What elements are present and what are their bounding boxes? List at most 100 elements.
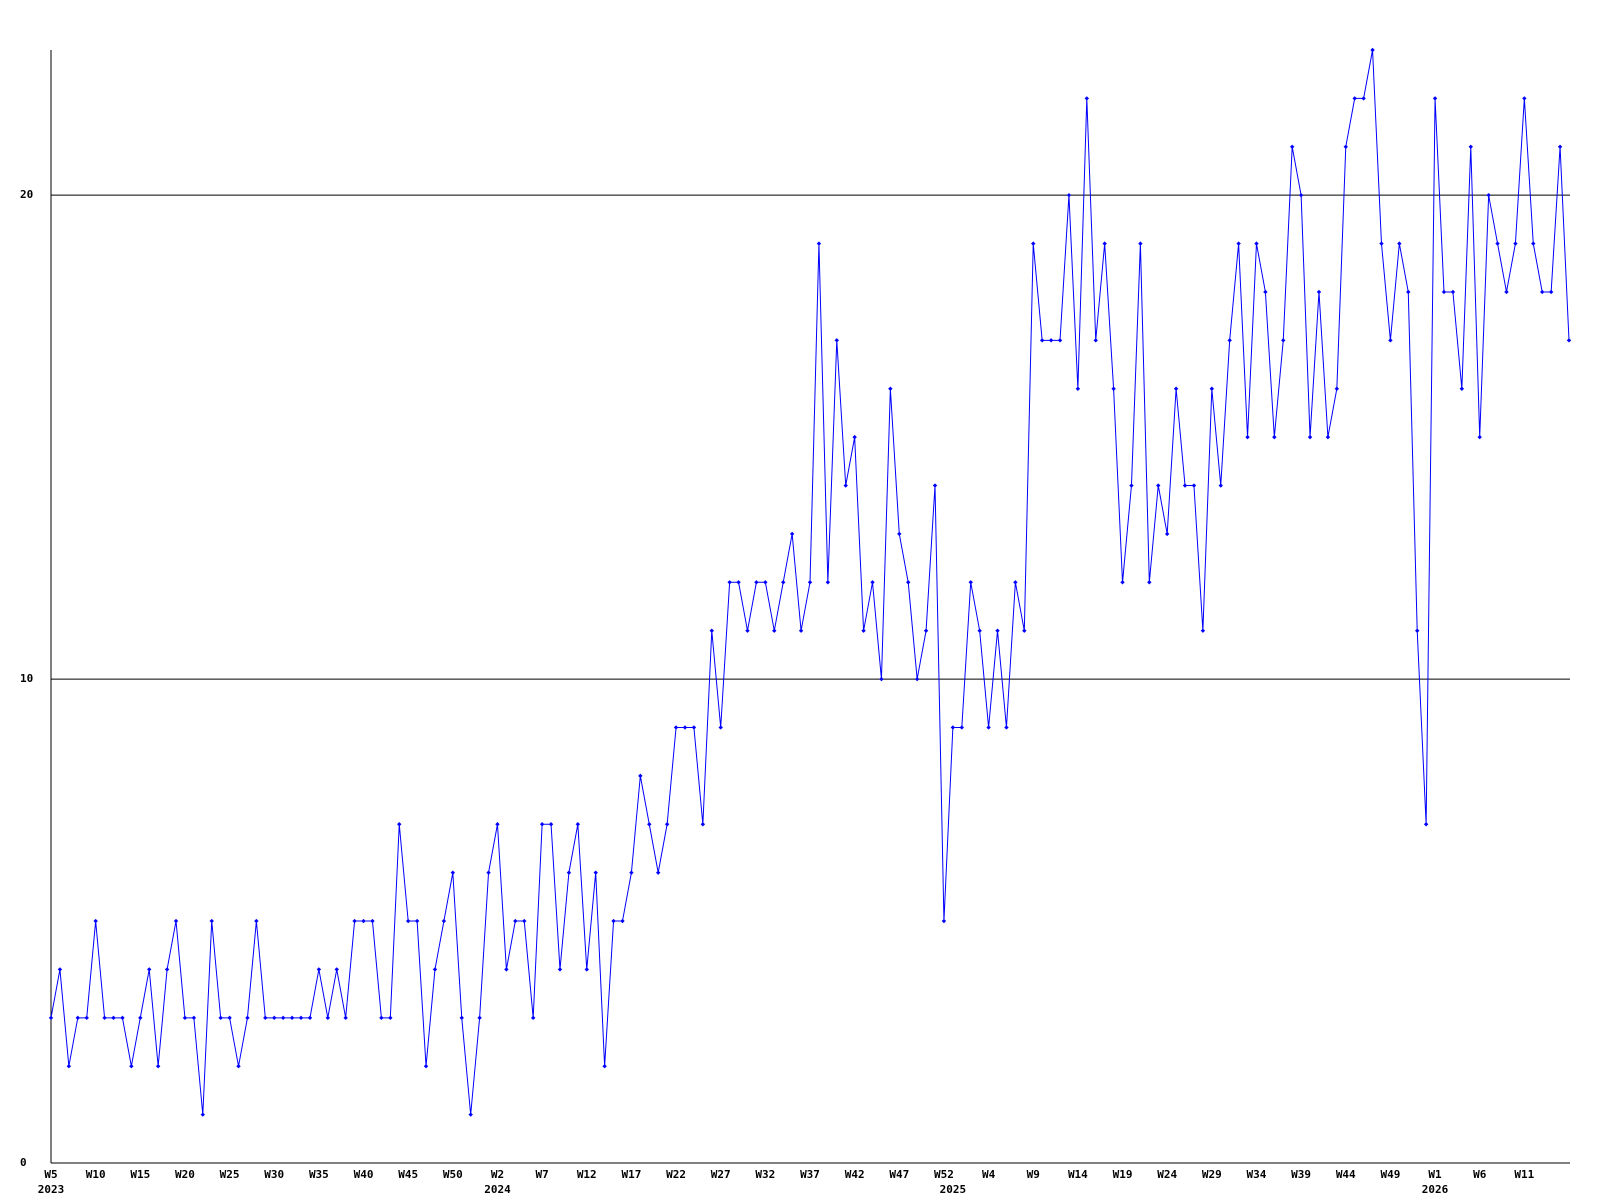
data-point (1557, 144, 1563, 149)
data-point (111, 1015, 116, 1021)
data-point (932, 483, 938, 488)
data-point (548, 822, 554, 827)
data-point (1218, 483, 1223, 488)
data-point (1129, 483, 1134, 488)
data-point (700, 822, 706, 827)
data-point (379, 1015, 384, 1021)
data-point (861, 628, 866, 633)
data-point (1281, 338, 1286, 343)
data-point (1272, 434, 1277, 440)
data-point (745, 628, 750, 633)
x-tick-label: W9 (1027, 1168, 1040, 1181)
data-point (1406, 289, 1411, 295)
x-tick-label: W22 (666, 1168, 686, 1181)
data-point (280, 1015, 286, 1021)
data-point (656, 870, 661, 875)
data-point (1307, 434, 1313, 440)
x-tick-label: W4 (982, 1168, 996, 1181)
x-tick-label: W34 (1247, 1168, 1267, 1181)
data-point (1066, 192, 1072, 198)
data-point (1227, 338, 1232, 343)
x-tick-label: W7 (535, 1168, 548, 1181)
data-point (263, 1015, 268, 1021)
data-point (272, 1015, 277, 1021)
data-point (1039, 338, 1045, 343)
x-tick-label: W37 (800, 1168, 820, 1181)
x-tick-label: W24 (1157, 1168, 1177, 1181)
data-point (843, 483, 848, 488)
x-tick-label: W50 (443, 1168, 463, 1181)
data-point (727, 580, 732, 585)
data-point (834, 338, 839, 343)
y-tick-label: 20 (20, 188, 33, 201)
data-point (620, 918, 625, 924)
data-point (1138, 241, 1143, 246)
x-year-label: 2024 (484, 1183, 511, 1196)
x-year-label: 2025 (940, 1183, 967, 1196)
x-tick-label: W19 (1113, 1168, 1133, 1181)
data-point (870, 580, 875, 585)
data-point (1397, 241, 1402, 246)
data-point (1370, 47, 1375, 53)
data-point (254, 918, 259, 924)
data-point (298, 1015, 304, 1021)
x-tick-label: W29 (1202, 1168, 1222, 1181)
data-point (423, 1064, 429, 1069)
data-point (441, 918, 447, 924)
x-tick-label: W1 (1428, 1168, 1442, 1181)
data-point (691, 725, 697, 730)
data-point (1531, 241, 1536, 246)
data-point (120, 1015, 125, 1021)
data-point (1468, 144, 1473, 149)
data-point (486, 870, 491, 875)
data-point (334, 967, 339, 972)
data-point (950, 725, 956, 730)
x-tick-label: W47 (889, 1168, 909, 1181)
data-point (414, 918, 420, 924)
data-point (1343, 144, 1348, 149)
data-point (1245, 434, 1250, 440)
data-point (807, 580, 813, 585)
data-point (1263, 289, 1268, 295)
data-point (1298, 192, 1304, 198)
x-tick-label: W30 (264, 1168, 284, 1181)
data-point (923, 628, 929, 633)
data-point (66, 1064, 72, 1069)
data-point (1379, 241, 1384, 246)
data-point (164, 967, 170, 972)
data-point (977, 628, 982, 633)
data-point (1022, 628, 1027, 633)
data-point (1004, 725, 1009, 730)
x-tick-label: W42 (845, 1168, 865, 1181)
data-point (1075, 386, 1081, 391)
data-point (93, 918, 98, 924)
data-point (879, 676, 884, 682)
data-point (450, 870, 456, 875)
x-tick-label: W32 (755, 1168, 775, 1181)
data-point (432, 967, 438, 972)
data-point (316, 967, 322, 972)
data-point (530, 1015, 536, 1021)
data-point (825, 580, 831, 585)
data-point (1254, 241, 1259, 246)
data-point (307, 1015, 313, 1021)
data-point (1325, 434, 1331, 440)
data-point (1031, 241, 1036, 246)
data-point (361, 918, 366, 924)
data-point (1057, 338, 1063, 343)
data-point (1540, 289, 1545, 295)
data-point (593, 870, 598, 875)
data-point (75, 1015, 80, 1021)
data-point (897, 531, 902, 537)
x-tick-label: W11 (1514, 1168, 1534, 1181)
data-point (1084, 96, 1090, 101)
x-tick-label: W5 (44, 1168, 57, 1181)
data-point (718, 725, 723, 730)
data-point (1191, 483, 1197, 488)
data-point (888, 386, 893, 391)
data-point (1334, 386, 1340, 391)
data-point (1388, 338, 1393, 343)
data-point (343, 1015, 348, 1021)
data-point (1200, 628, 1206, 633)
